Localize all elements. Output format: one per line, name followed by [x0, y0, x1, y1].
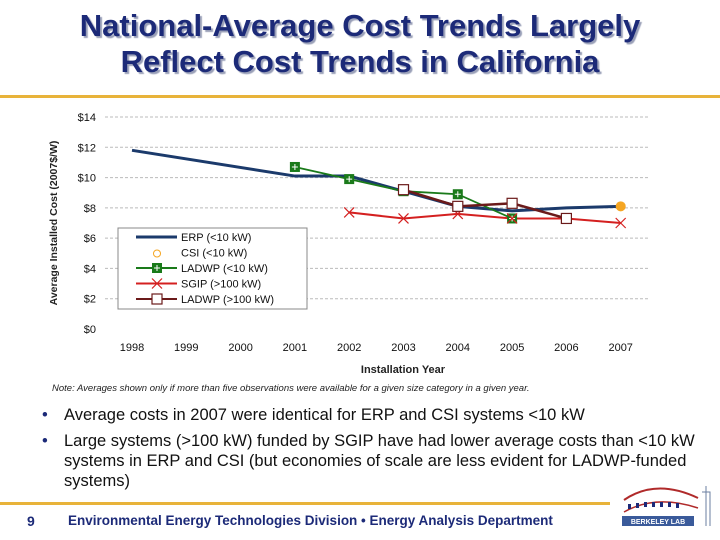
data-point — [397, 184, 410, 196]
cost-trend-chart: $0 $2 $4 $6 $8 $10 $12 $14 1998 1999 2000 2001 2002 2… — [48, 112, 648, 376]
y-tick-label: $6 — [84, 233, 96, 245]
x-tick-label: 1998 — [120, 342, 144, 354]
series-line — [349, 211, 621, 224]
berkeley-lab-logo: BERKELEY LAB — [622, 486, 711, 526]
x-tick-label: 2006 — [554, 342, 578, 354]
series-line — [131, 148, 621, 213]
legend-label: SGIP (>100 kW) — [181, 279, 261, 291]
y-axis-label: Average Installed Cost (2007$/W) — [48, 141, 60, 306]
legend-label: CSI (<10 kW) — [181, 248, 247, 260]
y-tick-label: $0 — [84, 324, 96, 336]
title-line-1: National-Average Cost Trends Largely — [79, 8, 641, 43]
y-tick-label: $8 — [84, 203, 96, 215]
x-tick-label: 2004 — [446, 342, 470, 354]
data-point — [151, 293, 163, 305]
legend-label: LADWP (>100 kW) — [181, 294, 274, 306]
data-point — [452, 200, 464, 212]
y-tick-label: $2 — [84, 294, 96, 306]
data-point — [506, 213, 518, 224]
x-tick-label: 2001 — [283, 342, 307, 354]
x-tick-label: 2002 — [337, 342, 361, 354]
footer-text: Environmental Energy Technologies Divisi… — [68, 513, 553, 528]
y-tick-label: $4 — [84, 263, 96, 275]
chart-note: Note: Averages shown only if more than f… — [52, 383, 530, 394]
legend-label: ERP (<10 kW) — [181, 232, 251, 244]
data-point-cross — [291, 163, 298, 170]
title-line-2: Reflect Cost Trends in California — [120, 44, 600, 79]
x-tick-label: 2005 — [500, 342, 524, 354]
y-tick-label: $14 — [78, 112, 96, 124]
data-point — [506, 197, 518, 209]
bullet-list: Average costs in 2007 were identical for… — [30, 405, 700, 497]
series-line — [403, 188, 567, 220]
y-tick-label: $12 — [78, 142, 96, 154]
y-tick-label: $10 — [78, 173, 96, 185]
title-divider — [0, 95, 720, 98]
data-point-cross — [154, 265, 160, 271]
page-number: 9 — [27, 513, 35, 529]
x-tick-label: 2003 — [391, 342, 415, 354]
x-axis-label: Installation Year — [361, 364, 446, 376]
x-tick-label: 2000 — [228, 342, 252, 354]
data-point — [560, 212, 573, 225]
data-point — [343, 206, 355, 218]
x-tick-label: 2007 — [608, 342, 632, 354]
legend-swatch-marker — [153, 249, 161, 258]
bullet-item: Large systems (>100 kW) funded by SGIP h… — [30, 431, 700, 491]
x-tick-label: 1999 — [174, 342, 198, 354]
data-point-cross — [454, 191, 461, 198]
data-point — [398, 213, 409, 224]
data-point — [615, 217, 627, 229]
legend-label: LADWP (<10 kW) — [181, 263, 268, 275]
data-point — [151, 278, 163, 289]
data-point-cross — [346, 176, 353, 183]
slide-title: National-Average Cost Trends Largely Ref… — [0, 8, 720, 80]
bullet-item: Average costs in 2007 were identical for… — [30, 405, 700, 425]
footer-divider — [0, 502, 610, 505]
svg-text:BERKELEY LAB: BERKELEY LAB — [631, 519, 685, 526]
data-point — [615, 201, 626, 212]
